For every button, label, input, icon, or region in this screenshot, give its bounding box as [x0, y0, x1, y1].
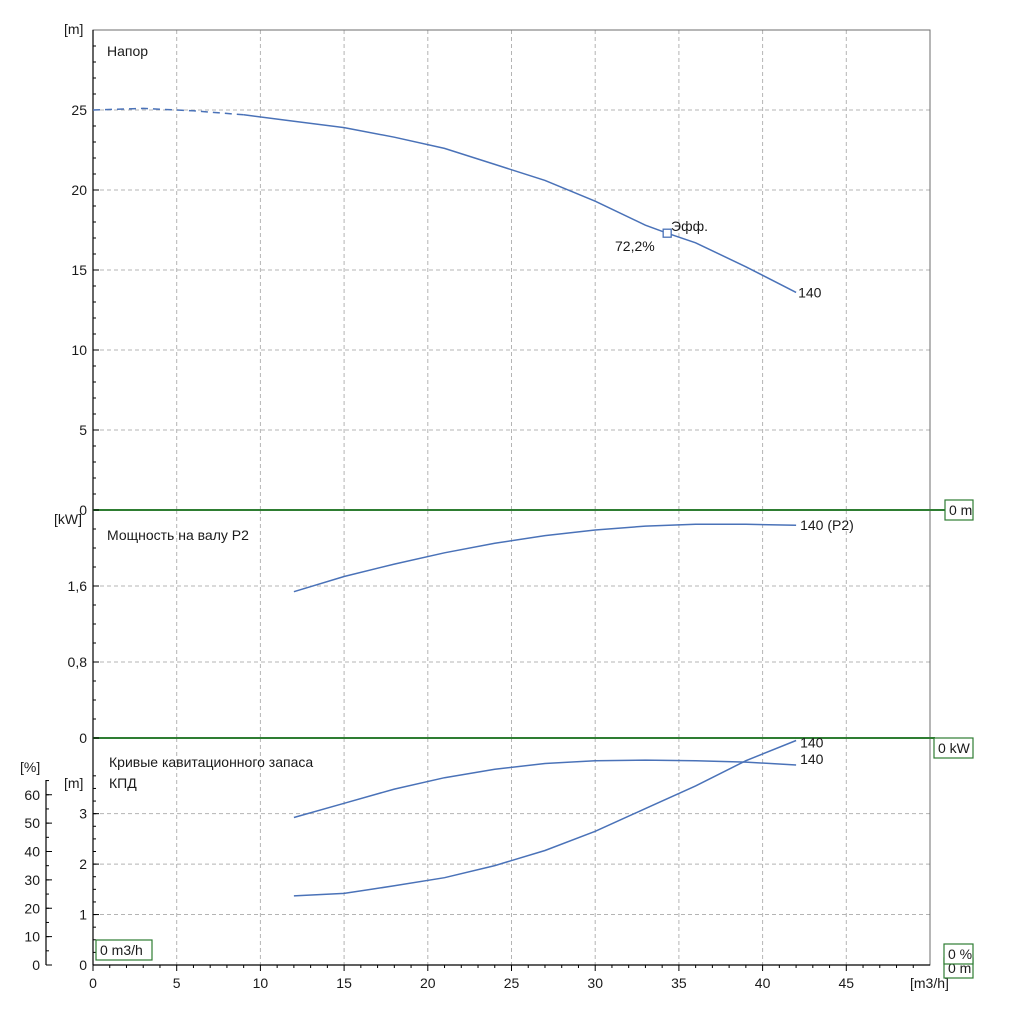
- x-tick-label: 25: [504, 975, 520, 991]
- efficiency-panel-subtitle: КПД: [109, 775, 137, 791]
- power-panel-title: Мощность на валу P2: [107, 527, 249, 543]
- head-y-tick-label: 0: [79, 502, 87, 518]
- frame-layer: [45, 29, 945, 971]
- power-y-unit: [kW]: [54, 511, 82, 527]
- x-tick-label: 15: [336, 975, 352, 991]
- power-140-curve: [293, 523, 797, 593]
- flow-zero-readout: 0 m3/h: [95, 939, 153, 961]
- power-y-tick-label: 1,6: [68, 578, 88, 594]
- x-tick-label: 45: [839, 975, 855, 991]
- meter-axis-unit: [m]: [64, 775, 83, 791]
- x-tick-label: 20: [420, 975, 436, 991]
- head-zero-readout-box: [944, 499, 974, 521]
- percent-y-tick-label: 30: [24, 872, 40, 888]
- percent-axis-unit: [%]: [20, 759, 40, 775]
- percent-y-tick-label: 60: [24, 787, 40, 803]
- x-tick-label: 0: [89, 975, 97, 991]
- head-140-curve: [243, 114, 797, 294]
- head-zero-readout: 0 m: [944, 499, 974, 521]
- flow-zero-readout-box: [95, 939, 153, 961]
- head-y-tick-label: 20: [71, 182, 87, 198]
- power-zero-readout-text: 0 kW: [938, 740, 971, 756]
- readout-layer: 0 m0 kW0 m3/h0 m0 %: [95, 499, 974, 979]
- percent-y-tick-label: 20: [24, 900, 40, 916]
- efficiency-marker: [662, 228, 672, 238]
- head-y-unit: [m]: [64, 21, 83, 37]
- power-zero-readout-box: [933, 737, 974, 759]
- head-140-curve-dashed: [92, 107, 244, 116]
- flow-zero-readout-text: 0 m3/h: [100, 942, 143, 958]
- efficiency-series-label: 140: [800, 751, 824, 767]
- percent-zero-readout-box: [943, 943, 974, 965]
- percent-y-tick-label: 50: [24, 815, 40, 831]
- power-y-tick-label: 0: [79, 730, 87, 746]
- efficiency-140-curve: [293, 759, 797, 819]
- efficiency-value-label: 72,2%: [615, 238, 655, 254]
- percent-zero-readout-text: 0 %: [948, 946, 972, 962]
- x-axis-unit: [m3/h]: [910, 975, 949, 991]
- text-layer: Напор Мощность на валу P2 Кривые кавитац…: [20, 21, 949, 991]
- head-y-tick-label: 15: [71, 262, 87, 278]
- power-y-tick-label: 0,8: [68, 654, 88, 670]
- x-tick-label: 30: [587, 975, 603, 991]
- head-y-tick-label: 25: [71, 102, 87, 118]
- head-zero-readout-text: 0 m: [949, 502, 972, 518]
- npsh-panel-title: Кривые кавитационного запаса: [109, 754, 313, 770]
- percent-y-tick-label: 10: [24, 929, 40, 945]
- x-tick-label: 40: [755, 975, 771, 991]
- grid-layer: [93, 30, 930, 965]
- x-tick-label: 10: [253, 975, 269, 991]
- meter-y-tick-label: 2: [79, 856, 87, 872]
- meter-y-tick-label: 3: [79, 806, 87, 822]
- meter-y-tick-label: 1: [79, 907, 87, 923]
- x-tick-label: 5: [173, 975, 181, 991]
- meter-y-tick-label: 0: [79, 957, 87, 973]
- percent-zero-readout: 0 %: [943, 943, 974, 965]
- x-tick-label: 35: [671, 975, 687, 991]
- head-panel-title: Напор: [107, 43, 148, 59]
- head-series-label: 140: [798, 284, 822, 300]
- npsh-140-curve: [293, 739, 797, 897]
- series-layer: [92, 107, 797, 897]
- percent-y-tick-label: 0: [32, 957, 40, 973]
- head-y-tick-label: 5: [79, 422, 87, 438]
- power-series-label: 140 (P2): [800, 517, 854, 533]
- percent-y-tick-label: 40: [24, 844, 40, 860]
- power-zero-readout: 0 kW: [933, 737, 974, 759]
- npsh-series-label: 140: [800, 735, 824, 751]
- head-y-tick-label: 10: [71, 342, 87, 358]
- efficiency-point-label: Эфф.: [671, 218, 708, 234]
